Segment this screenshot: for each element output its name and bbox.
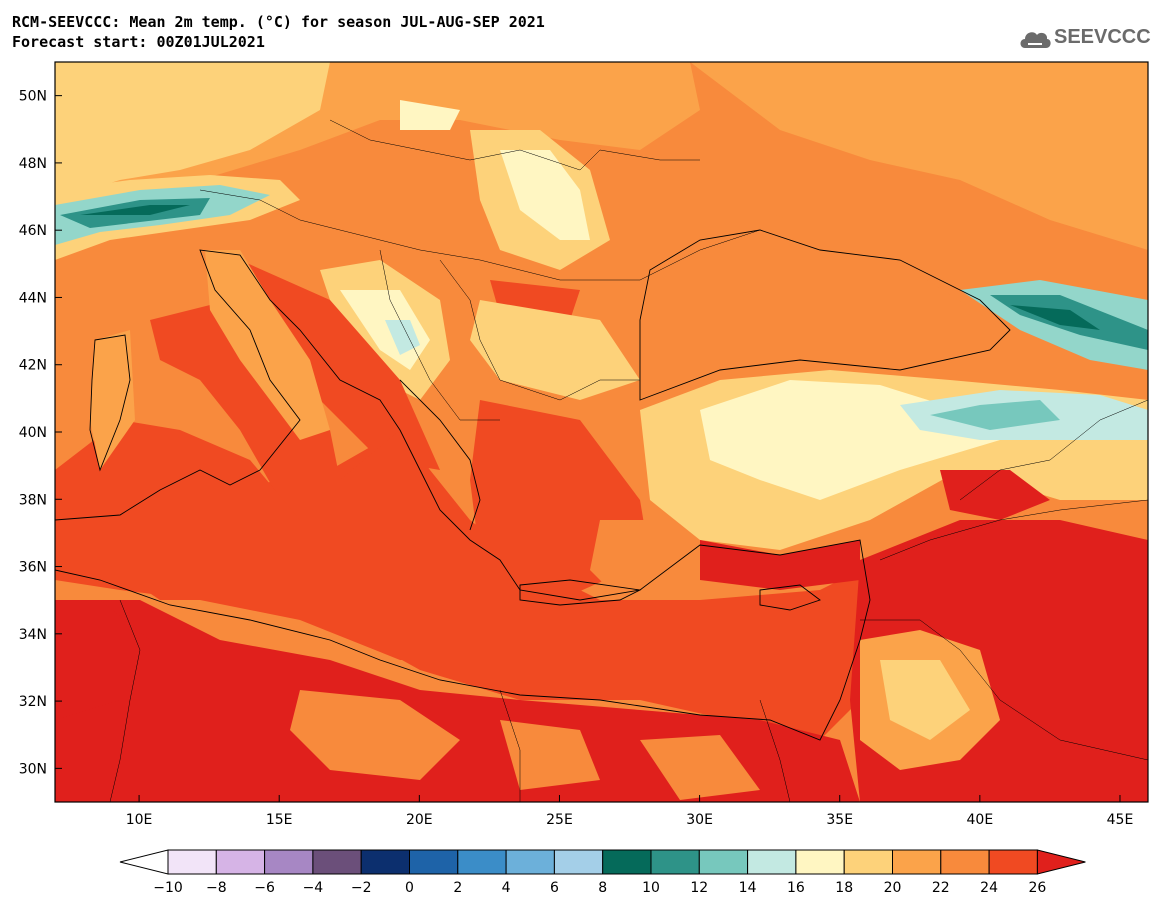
colorbar-segment (892, 849, 942, 875)
seevccc-logo: SEEVCCC (1018, 24, 1158, 52)
lon-tick-label: 25E (546, 812, 573, 828)
lon-tick-label: 30E (686, 812, 713, 828)
colorbar-label: 14 (739, 880, 757, 896)
lat-tick-label: 40N (19, 425, 47, 441)
lon-tick-label: 15E (266, 812, 293, 828)
colorbar-label: 18 (835, 880, 853, 896)
lon-tick-label: 20E (406, 812, 433, 828)
colorbar-label: 26 (1028, 880, 1046, 896)
colorbar-label: −4 (303, 880, 324, 896)
colorbar-segment (602, 849, 652, 875)
colorbar-segment (940, 849, 990, 875)
colorbar-label: 12 (690, 880, 708, 896)
colorbar-label: 16 (787, 880, 805, 896)
colorbar-low-extension (119, 849, 169, 875)
colorbar-segment (167, 849, 217, 875)
colorbar-segment (360, 849, 411, 875)
colorbar-segment (457, 849, 507, 875)
lat-tick-label: 34N (19, 627, 47, 643)
lon-tick-label: 40E (967, 812, 994, 828)
chart-title: RCM-SEEVCCC: Mean 2m temp. (°C) for seas… (12, 12, 545, 52)
lon-tick-label: 35E (826, 812, 853, 828)
lat-tick-label: 32N (19, 694, 47, 710)
colorbar-label: −6 (254, 880, 275, 896)
colorbar-label: 4 (502, 880, 511, 896)
lon-tick-label: 10E (126, 812, 153, 828)
colorbar-segment (505, 849, 555, 875)
colorbar-segment (795, 849, 845, 875)
colorbar-label: 10 (642, 880, 660, 896)
axis-ticks: 10E 15E 20E 25E 30E 35E 40E 45E 50N 48N 46N 44N 42N 4… (19, 89, 1134, 828)
colorbar-segment (409, 849, 459, 875)
lat-tick-label: 36N (19, 560, 47, 576)
lat-tick-label: 38N (19, 492, 47, 508)
colorbar-segment (843, 849, 894, 875)
colorbar-label: −2 (351, 880, 372, 896)
colorbar-segment (553, 849, 604, 875)
lat-tick-label: 44N (19, 290, 47, 306)
colorbar-label: 8 (598, 880, 607, 896)
colorbar: −10 −8 −6 −4 −2 0 2 4 6 8 10 12 14 16 18 20 22 24 26 (119, 849, 1086, 896)
colorbar-segment (264, 849, 314, 875)
colorbar-segment (650, 849, 700, 875)
colorbar-high-extension (1036, 849, 1086, 875)
temperature-field (55, 62, 1148, 802)
title-line-1: RCM-SEEVCCC: Mean 2m temp. (°C) for seas… (12, 13, 545, 31)
colorbar-label: 6 (550, 880, 559, 896)
lat-tick-label: 50N (19, 89, 47, 105)
logo-text: SEEVCCC (1054, 26, 1151, 48)
lat-tick-label: 30N (19, 761, 47, 777)
colorbar-label: −8 (206, 880, 227, 896)
colorbar-label: 0 (405, 880, 414, 896)
colorbar-label: 20 (884, 880, 902, 896)
title-line-2: Forecast start: 00Z01JUL2021 (12, 33, 265, 51)
lat-tick-label: 48N (19, 156, 47, 172)
coastlines (55, 229, 1011, 741)
colorbar-segment (215, 849, 266, 875)
colorbar-segment (747, 849, 797, 875)
colorbar-label: −10 (153, 880, 183, 896)
lat-tick-label: 42N (19, 358, 47, 374)
colorbar-segment (698, 849, 749, 875)
cloud-icon (1020, 32, 1051, 48)
lat-tick-label: 46N (19, 223, 47, 239)
colorbar-segment (312, 849, 362, 875)
lon-tick-label: 45E (1107, 812, 1134, 828)
colorbar-segment (988, 849, 1038, 875)
colorbar-label: 24 (980, 880, 998, 896)
borders (109, 119, 1148, 802)
colorbar-label: 2 (453, 880, 462, 896)
colorbar-label: 22 (932, 880, 950, 896)
